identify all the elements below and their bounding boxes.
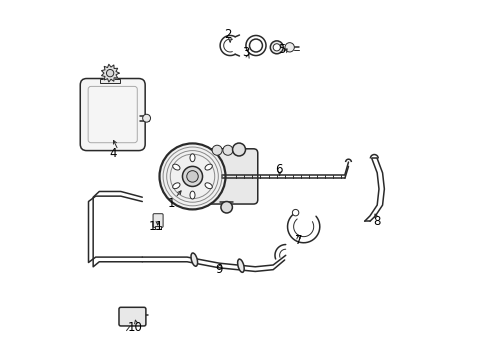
Circle shape: [221, 202, 232, 213]
FancyBboxPatch shape: [80, 78, 145, 150]
Text: 8: 8: [373, 215, 380, 228]
Circle shape: [232, 143, 245, 156]
Circle shape: [292, 210, 298, 216]
Text: 7: 7: [294, 234, 302, 247]
FancyBboxPatch shape: [153, 214, 163, 227]
Circle shape: [186, 171, 198, 182]
Text: 10: 10: [127, 320, 142, 333]
Text: 4: 4: [110, 147, 117, 159]
Bar: [155, 226, 160, 229]
Circle shape: [106, 69, 114, 77]
Ellipse shape: [204, 164, 212, 170]
Circle shape: [182, 166, 202, 186]
Circle shape: [212, 145, 222, 155]
Bar: [100, 79, 120, 83]
Polygon shape: [102, 64, 119, 82]
Ellipse shape: [190, 154, 195, 162]
Text: 5: 5: [278, 42, 285, 55]
FancyBboxPatch shape: [119, 307, 145, 326]
Text: 2: 2: [224, 28, 232, 41]
Text: 11: 11: [149, 220, 164, 233]
Text: 6: 6: [274, 163, 282, 176]
Ellipse shape: [237, 259, 244, 272]
Circle shape: [142, 114, 150, 122]
Text: 3: 3: [242, 46, 249, 59]
Text: 9: 9: [215, 263, 223, 276]
Circle shape: [159, 143, 225, 210]
Text: 1: 1: [167, 197, 174, 210]
Circle shape: [273, 44, 280, 51]
Circle shape: [249, 39, 262, 52]
Circle shape: [285, 42, 294, 52]
Circle shape: [245, 36, 265, 55]
Ellipse shape: [204, 183, 212, 189]
Ellipse shape: [172, 183, 180, 189]
Ellipse shape: [191, 253, 197, 266]
Ellipse shape: [190, 191, 195, 199]
Circle shape: [270, 41, 283, 54]
Circle shape: [223, 145, 232, 155]
Ellipse shape: [172, 164, 180, 170]
FancyBboxPatch shape: [207, 149, 257, 204]
